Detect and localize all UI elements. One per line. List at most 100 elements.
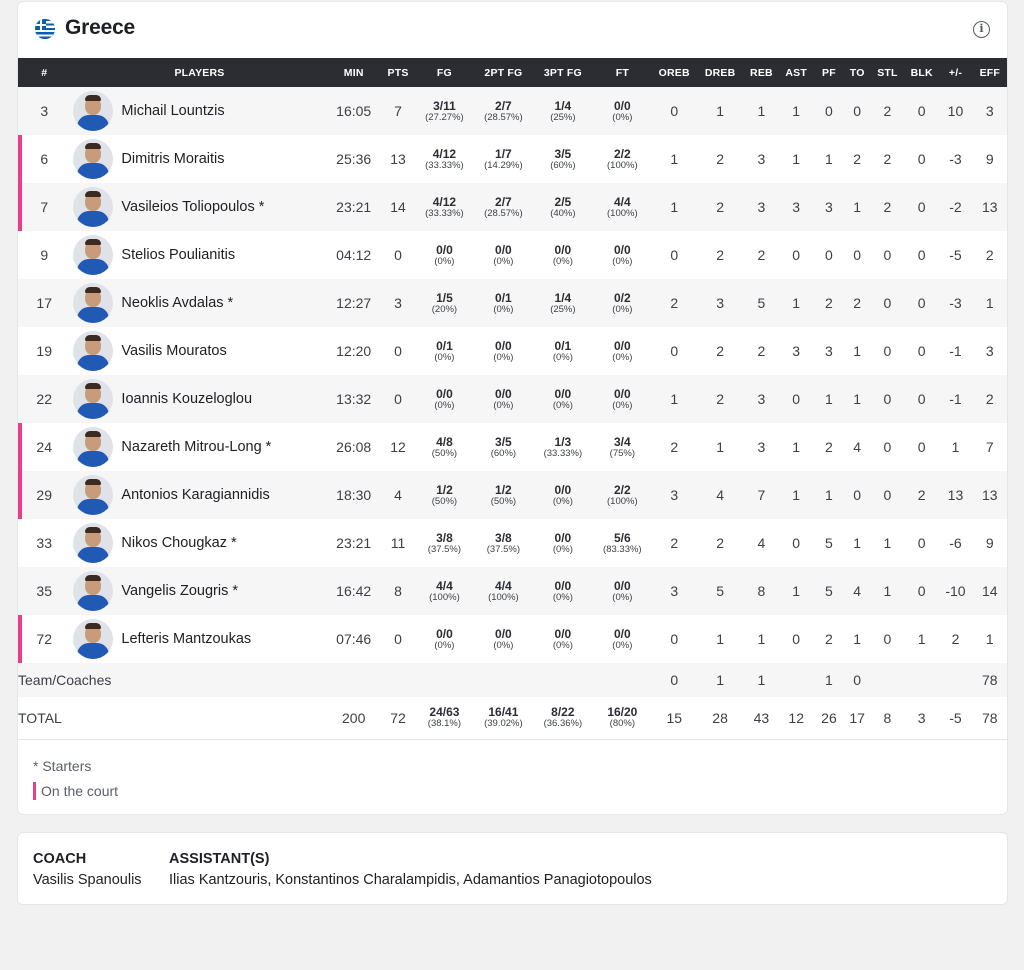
player-avatar[interactable] [73, 379, 114, 419]
oreb-value: 0 [654, 87, 695, 135]
player-row[interactable]: 72 Lefteris Mantzoukas 07:46 0 0/0 (0%) 0/0 (0%… [18, 615, 1007, 663]
blk-value: 0 [903, 135, 941, 183]
player-row[interactable]: 24 Nazareth Mitrou-Long * 26:08 12 4/8 (50%) 3… [18, 423, 1007, 471]
fg3-made-attempted: 1/4 [554, 290, 572, 305]
fg2-made-attempted: 1/7 [495, 146, 512, 161]
column-header[interactable]: +/- [940, 58, 971, 87]
blk-value [903, 663, 941, 697]
column-header[interactable]: EFF [970, 58, 1007, 87]
column-header[interactable]: 2PT FG [471, 58, 536, 87]
player-name-link[interactable]: Lefteris Mantzoukas [121, 631, 252, 647]
column-header[interactable]: STL [871, 58, 904, 87]
points: 72 [378, 697, 418, 740]
player-row[interactable]: 35 Vangelis Zougris * 16:42 8 4/4 (100%) 4/4 (1… [18, 567, 1007, 615]
points: 0 [378, 327, 418, 375]
ft-cell: 0/0 (0%) [590, 87, 655, 135]
player-row[interactable]: 9 Stelios Poulianitis 04:12 0 0/0 (0%) 0/0 (0%)… [18, 231, 1007, 279]
player-name-link[interactable]: Nazareth Mitrou-Long * [121, 439, 272, 455]
minutes: 23:21 [328, 519, 379, 567]
player-avatar[interactable] [73, 427, 114, 467]
reb-value: 3 [745, 135, 778, 183]
to-value: 1 [842, 375, 872, 423]
blk-value: 3 [903, 697, 941, 740]
player-name-link[interactable]: Vasilis Mouratos [121, 343, 227, 359]
jersey-number: 9 [18, 231, 71, 279]
fg3-made-attempted: 8/22 [551, 705, 575, 720]
player-name-link[interactable]: Dimitris Moraitis [121, 151, 225, 167]
fg3-cell: 3/5 (60%) [535, 135, 591, 183]
column-header[interactable]: AST [777, 58, 816, 87]
player-row[interactable]: 3 Michail Lountzis 16:05 7 3/11 (27.27%) 2/7 (2… [18, 87, 1007, 135]
ast-value: 1 [777, 87, 816, 135]
blk-value: 0 [903, 183, 941, 231]
stl-value: 0 [871, 471, 904, 519]
legend: * Starters On the court [18, 740, 1007, 815]
player-avatar[interactable] [73, 283, 114, 323]
player-name-link[interactable]: Michail Lountzis [121, 103, 225, 119]
column-header[interactable]: 3PT FG [535, 58, 591, 87]
player-avatar[interactable] [73, 91, 114, 131]
player-row[interactable]: 22 Ioannis Kouzeloglou 13:32 0 0/0 (0%) 0/0 (0%… [18, 375, 1007, 423]
player-name-link[interactable]: Ioannis Kouzeloglou [121, 391, 253, 407]
column-header[interactable]: OREB [654, 58, 695, 87]
player-row[interactable]: 33 Nikos Chougkaz * 23:21 11 3/8 (37.5%) 3/8 (3… [18, 519, 1007, 567]
player-avatar[interactable] [73, 571, 114, 611]
player-avatar[interactable] [73, 331, 114, 371]
fg3-percentage: (33.33%) [543, 447, 583, 459]
player-row[interactable]: 6 Dimitris Moraitis 25:36 13 4/12 (33.33%) 1/7… [18, 135, 1007, 183]
fg-percentage: (0%) [434, 255, 455, 267]
column-header[interactable]: FT [590, 58, 655, 87]
column-header[interactable]: PF [815, 58, 843, 87]
column-header[interactable]: PTS [378, 58, 418, 87]
player-name-link[interactable]: Vangelis Zougris * [121, 583, 239, 599]
ft-made-attempted: 0/0 [613, 578, 631, 593]
column-header[interactable]: # [18, 58, 71, 87]
column-header[interactable]: PLAYERS [70, 58, 329, 87]
player-name-link[interactable]: Vasileios Toliopoulos * [121, 199, 265, 215]
info-icon[interactable]: i [973, 21, 990, 38]
ft-percentage: (0%) [612, 639, 633, 651]
fg2-made-attempted: 0/0 [495, 242, 512, 257]
player-cell: Michail Lountzis [70, 87, 329, 135]
points: 7 [378, 87, 418, 135]
player-name-link[interactable]: Stelios Poulianitis [121, 247, 236, 263]
fg-made-attempted: 4/4 [436, 578, 453, 593]
player-row[interactable]: 19 Vasilis Mouratos 12:20 0 0/1 (0%) 0/0 (0%) 0/… [18, 327, 1007, 375]
player-name-link[interactable]: Neoklis Avdalas * [121, 295, 234, 311]
fg3-percentage: (0%) [552, 543, 573, 555]
pm-value: -2 [940, 183, 971, 231]
player-name-link[interactable]: Nikos Chougkaz * [121, 535, 237, 551]
reb-value: 2 [745, 231, 778, 279]
fg2-percentage: (14.29%) [484, 159, 523, 171]
fg2-made-attempted: 3/5 [495, 434, 512, 449]
player-avatar[interactable] [73, 523, 114, 563]
minutes: 26:08 [328, 423, 379, 471]
to-value: 2 [842, 279, 872, 327]
column-header[interactable]: FG [417, 58, 472, 87]
column-header[interactable]: BLK [903, 58, 941, 87]
fg3-percentage: (0%) [552, 399, 573, 411]
column-header[interactable]: TO [842, 58, 872, 87]
column-header[interactable]: REB [745, 58, 778, 87]
greece-flag-icon [35, 19, 55, 39]
pf-value: 2 [815, 279, 843, 327]
player-avatar[interactable] [73, 187, 114, 227]
points: 13 [378, 135, 418, 183]
stl-value [871, 663, 904, 697]
column-header[interactable]: DREB [694, 58, 746, 87]
player-avatar[interactable] [73, 619, 114, 659]
eff-value: 2 [970, 375, 1007, 423]
player-avatar[interactable] [73, 235, 114, 275]
player-row[interactable]: 29 Antonios Karagiannidis 18:30 4 1/2 (50%) 1/… [18, 471, 1007, 519]
player-row[interactable]: 7 Vasileios Toliopoulos * 23:21 14 4/12 (33.3… [18, 183, 1007, 231]
player-avatar[interactable] [73, 475, 114, 515]
player-row[interactable]: 17 Neoklis Avdalas * 12:27 3 1/5 (20%) 0/1 (0%)… [18, 279, 1007, 327]
blk-value: 0 [903, 87, 941, 135]
fg2-cell: 3/8 (37.5%) [471, 519, 536, 567]
column-header[interactable]: MIN [328, 58, 379, 87]
oreb-value: 2 [654, 279, 695, 327]
fg3-made-attempted: 0/0 [554, 578, 572, 593]
eff-value: 78 [970, 697, 1007, 740]
player-avatar[interactable] [73, 139, 114, 179]
player-name-link[interactable]: Antonios Karagiannidis [121, 487, 270, 503]
